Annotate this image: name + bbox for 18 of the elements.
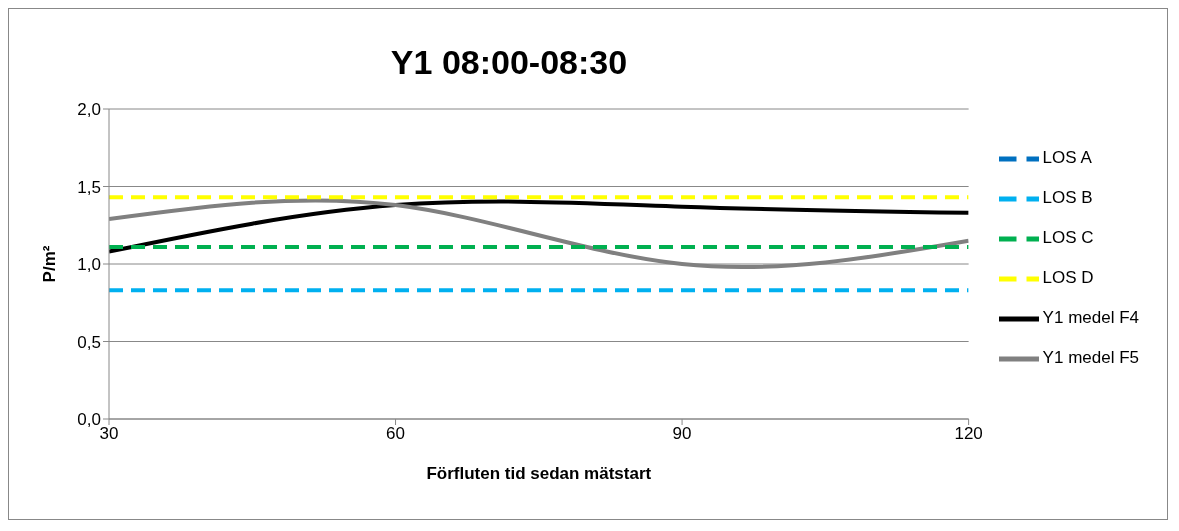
y-tick-label: 0,0 bbox=[77, 410, 101, 430]
y-axis-title: P/m² bbox=[40, 245, 60, 283]
y-tick-label: 0,5 bbox=[77, 332, 101, 352]
x-tick-label: 120 bbox=[954, 424, 983, 444]
x-tick-label: 90 bbox=[672, 424, 692, 444]
x-tick-label: 60 bbox=[386, 424, 405, 444]
y-tick-label: 2,0 bbox=[77, 100, 101, 120]
x-axis-title: Förfluten tid sedan mätstart bbox=[426, 464, 652, 483]
legend-label: LOS B bbox=[1042, 188, 1093, 208]
legend-label: LOS C bbox=[1042, 228, 1094, 248]
legend-label: LOS A bbox=[1042, 148, 1092, 168]
y-tick-label: 1,5 bbox=[77, 177, 101, 197]
legend-label: Y1 medel F5 bbox=[1042, 348, 1139, 368]
y-tick-label: 1,0 bbox=[77, 255, 101, 275]
x-tick-label: 30 bbox=[99, 424, 119, 444]
legend-label: Y1 medel F4 bbox=[1042, 308, 1139, 328]
chart-title: Y1 08:00-08:30 bbox=[389, 43, 629, 82]
legend-label: LOS D bbox=[1042, 268, 1094, 288]
